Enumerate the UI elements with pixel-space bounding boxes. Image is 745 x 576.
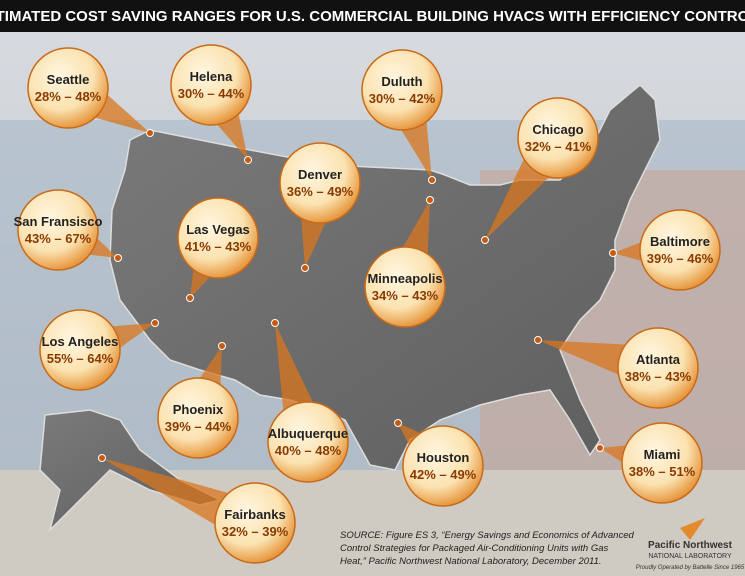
- pin: [186, 294, 194, 302]
- callout-circle: [402, 425, 484, 507]
- pin: [114, 254, 122, 262]
- pin: [596, 444, 604, 452]
- logo-mark: [680, 518, 705, 540]
- source-line: Control Strategies for Packaged Air-Cond…: [340, 543, 608, 554]
- callout-circle: [621, 422, 703, 504]
- city-name: Atlanta: [636, 352, 681, 367]
- city-name: Fairbanks: [224, 507, 285, 522]
- pin: [301, 264, 309, 272]
- city-name: Baltimore: [650, 234, 710, 249]
- city-name: Chicago: [532, 122, 583, 137]
- saving-range: 38% – 51%: [629, 464, 696, 479]
- pin: [218, 342, 226, 350]
- pin: [426, 196, 434, 204]
- saving-range: 43% – 67%: [25, 231, 92, 246]
- city-name: Seattle: [47, 72, 90, 87]
- saving-range: 39% – 46%: [647, 251, 714, 266]
- city-name: Minneapolis: [367, 271, 442, 286]
- pin: [394, 419, 402, 427]
- callout-circle: [170, 44, 252, 126]
- saving-range: 32% – 39%: [222, 524, 289, 539]
- callout-circle: [517, 97, 599, 179]
- callout-circle: [267, 401, 349, 483]
- callout-circle: [157, 377, 239, 459]
- city-name: Houston: [417, 450, 470, 465]
- saving-range: 30% – 44%: [178, 86, 245, 101]
- city-name: Helena: [190, 69, 233, 84]
- logo-subname: NATIONAL LABORATORY: [648, 553, 732, 560]
- callout-circle: [39, 309, 121, 391]
- callout-circle: [177, 197, 259, 279]
- pin: [244, 156, 252, 164]
- saving-range: 55% – 64%: [47, 351, 114, 366]
- saving-range: 40% – 48%: [275, 443, 342, 458]
- source-line: Heat,” Pacific Northwest National Labora…: [340, 556, 602, 567]
- title: ESTIMATED COST SAVING RANGES FOR U.S. CO…: [0, 8, 745, 25]
- city-name: Phoenix: [173, 402, 224, 417]
- city-name: Denver: [298, 167, 342, 182]
- logo-name: Pacific Northwest: [648, 540, 733, 551]
- callout-circle: [214, 482, 296, 564]
- city-name: Los Angeles: [42, 334, 119, 349]
- city-name: Las Vegas: [186, 222, 250, 237]
- city-name: Duluth: [381, 74, 422, 89]
- source-line: SOURCE: Figure ES 3, “Energy Savings and…: [340, 530, 634, 541]
- pin: [481, 236, 489, 244]
- logo-tagline: Proudly Operated by Battelle Since 1965: [636, 565, 745, 571]
- pin: [151, 319, 159, 327]
- pin: [428, 176, 436, 184]
- title-bar: [0, 0, 745, 32]
- saving-range: 36% – 49%: [287, 184, 354, 199]
- saving-range: 39% – 44%: [165, 419, 232, 434]
- pin: [98, 454, 106, 462]
- callout-circle: [17, 189, 99, 271]
- callout-circle: [617, 327, 699, 409]
- callout-circle: [361, 49, 443, 131]
- callouts: Seattle 28% – 48% Helena 30% – 44% Duluth 30%…: [14, 44, 721, 564]
- saving-range: 32% – 41%: [525, 139, 592, 154]
- city-name: San Fransisco: [14, 214, 103, 229]
- callout-circle: [639, 209, 721, 291]
- saving-range: 34% – 43%: [372, 288, 439, 303]
- city-name: Miami: [644, 447, 681, 462]
- saving-range: 41% – 43%: [185, 239, 252, 254]
- callout-circle: [279, 142, 361, 224]
- callout-circle: [364, 246, 446, 328]
- saving-range: 38% – 43%: [625, 369, 692, 384]
- pin: [534, 336, 542, 344]
- pin: [271, 319, 279, 327]
- pin: [146, 129, 154, 137]
- saving-range: 30% – 42%: [369, 91, 436, 106]
- city-name: Albuquerque: [268, 426, 348, 441]
- callout-circle: [27, 47, 109, 129]
- saving-range: 28% – 48%: [35, 89, 102, 104]
- ground: [0, 470, 745, 576]
- saving-range: 42% – 49%: [410, 467, 477, 482]
- pin: [609, 249, 617, 257]
